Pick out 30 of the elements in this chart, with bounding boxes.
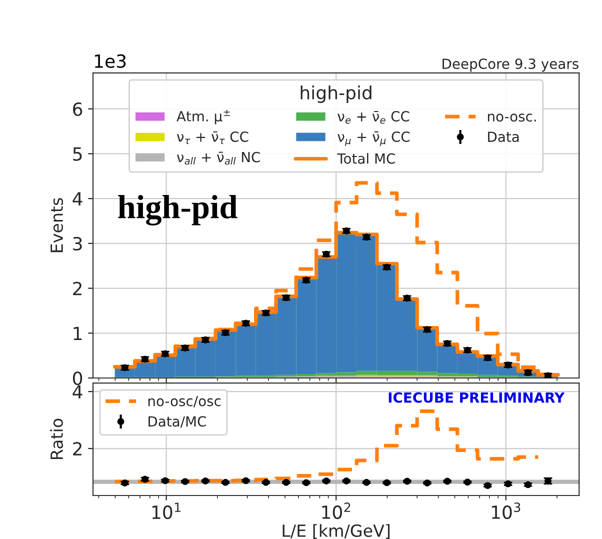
y-tick-label: 3 (73, 236, 82, 251)
y-tick-label: 4 (72, 385, 82, 398)
y-axis-title: Events (50, 198, 64, 252)
legend-label: Total MC (337, 153, 395, 164)
y-tick-label: 0 (72, 371, 82, 386)
legend-label: ν$_{μ}$ + ν̄$_{μ}$ CC (338, 131, 410, 146)
annotation: high-pid (118, 194, 238, 226)
legend-label: no-osc/osc (148, 396, 221, 408)
annotation: ICECUBE PRELIMINARY (388, 392, 565, 403)
x-tick-label: 10$^{3}$ (492, 502, 520, 520)
legend-label: Atm. μ$^{±}$ (176, 110, 230, 124)
y-tick-label: 2 (73, 442, 82, 456)
y-tick-label: 5 (73, 147, 82, 161)
legend-label: ν$_{τ}$ + ν̄$_{τ}$ CC (176, 131, 248, 144)
x-tick-label: 10$^{1}$ (152, 502, 180, 520)
x-axis-title: L/E [km/GeV] (282, 524, 390, 539)
y-axis-title: Ratio (50, 418, 64, 460)
legend-label: no-osc. (488, 114, 536, 122)
y-tick-label: 2 (73, 282, 82, 296)
legend-label: ν$_{all}$ + ν̄$_{all}$ NC (176, 152, 260, 165)
y-tick-label: 6 (73, 102, 82, 116)
legend-label: ν$_{e}$ + ν̄$_{e}$ CC (338, 111, 410, 124)
x-tick-label: 10$^{2}$ (322, 502, 350, 520)
legend-label: Data (488, 132, 519, 142)
text: 1e3 (94, 54, 126, 68)
y-tick-label: 1 (74, 326, 82, 340)
legend-label: Data/MC (148, 416, 206, 428)
chart-title: DeepCore 9.3 years (442, 58, 578, 72)
legend-title: high-pid (300, 85, 372, 103)
y-tick-label: 4 (72, 192, 82, 206)
